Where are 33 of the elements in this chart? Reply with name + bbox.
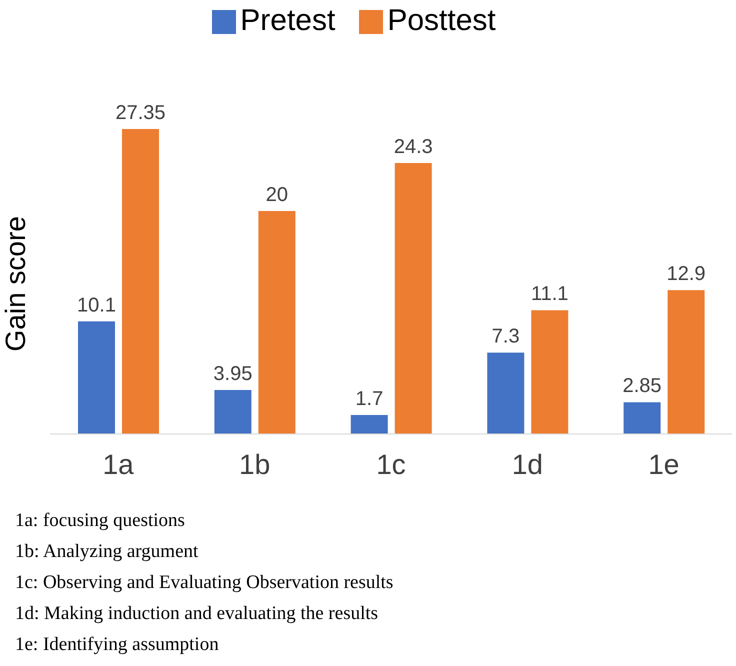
text: 1c: Observing and Evaluating Observation results — [15, 571, 394, 595]
bar — [122, 129, 159, 434]
data-label: 2.85 — [622, 375, 662, 398]
x-tick-label: 1c — [376, 448, 406, 480]
legend-label: Pretest — [240, 4, 336, 37]
x-tick-label: 1b — [239, 448, 270, 480]
data-label: 11.1 — [530, 283, 568, 306]
data-label: 3.95 — [213, 362, 252, 385]
bar — [624, 402, 661, 434]
bar — [487, 352, 524, 434]
bar — [214, 390, 252, 434]
text: 1d: Making induction and evaluating the results — [15, 602, 380, 626]
legend-label: Posttest — [387, 4, 496, 37]
data-label: 7.3 — [492, 326, 520, 348]
data-label: 1.7 — [355, 388, 384, 410]
bar — [258, 210, 296, 434]
data-label: 24.3 — [394, 136, 433, 158]
text: 1a: focusing questions — [15, 509, 186, 533]
bar — [350, 415, 388, 434]
bar — [668, 290, 705, 434]
data-label: 10.1 — [77, 294, 116, 316]
bar — [531, 310, 568, 434]
data-label: 20 — [266, 184, 288, 206]
bar — [394, 163, 432, 434]
data-label: 27.35 — [115, 102, 166, 124]
x-tick-label: 1d — [512, 448, 543, 480]
x-tick-label: 1e — [648, 448, 680, 480]
bar — [78, 321, 115, 434]
x-tick-label: 1a — [102, 448, 134, 480]
text: 1b: Analyzing argument — [15, 540, 200, 564]
data-label: 12.9 — [666, 263, 706, 286]
text: 1e: Identifying assumption — [15, 633, 220, 657]
y-axis-title: Gain score — [0, 216, 31, 352]
